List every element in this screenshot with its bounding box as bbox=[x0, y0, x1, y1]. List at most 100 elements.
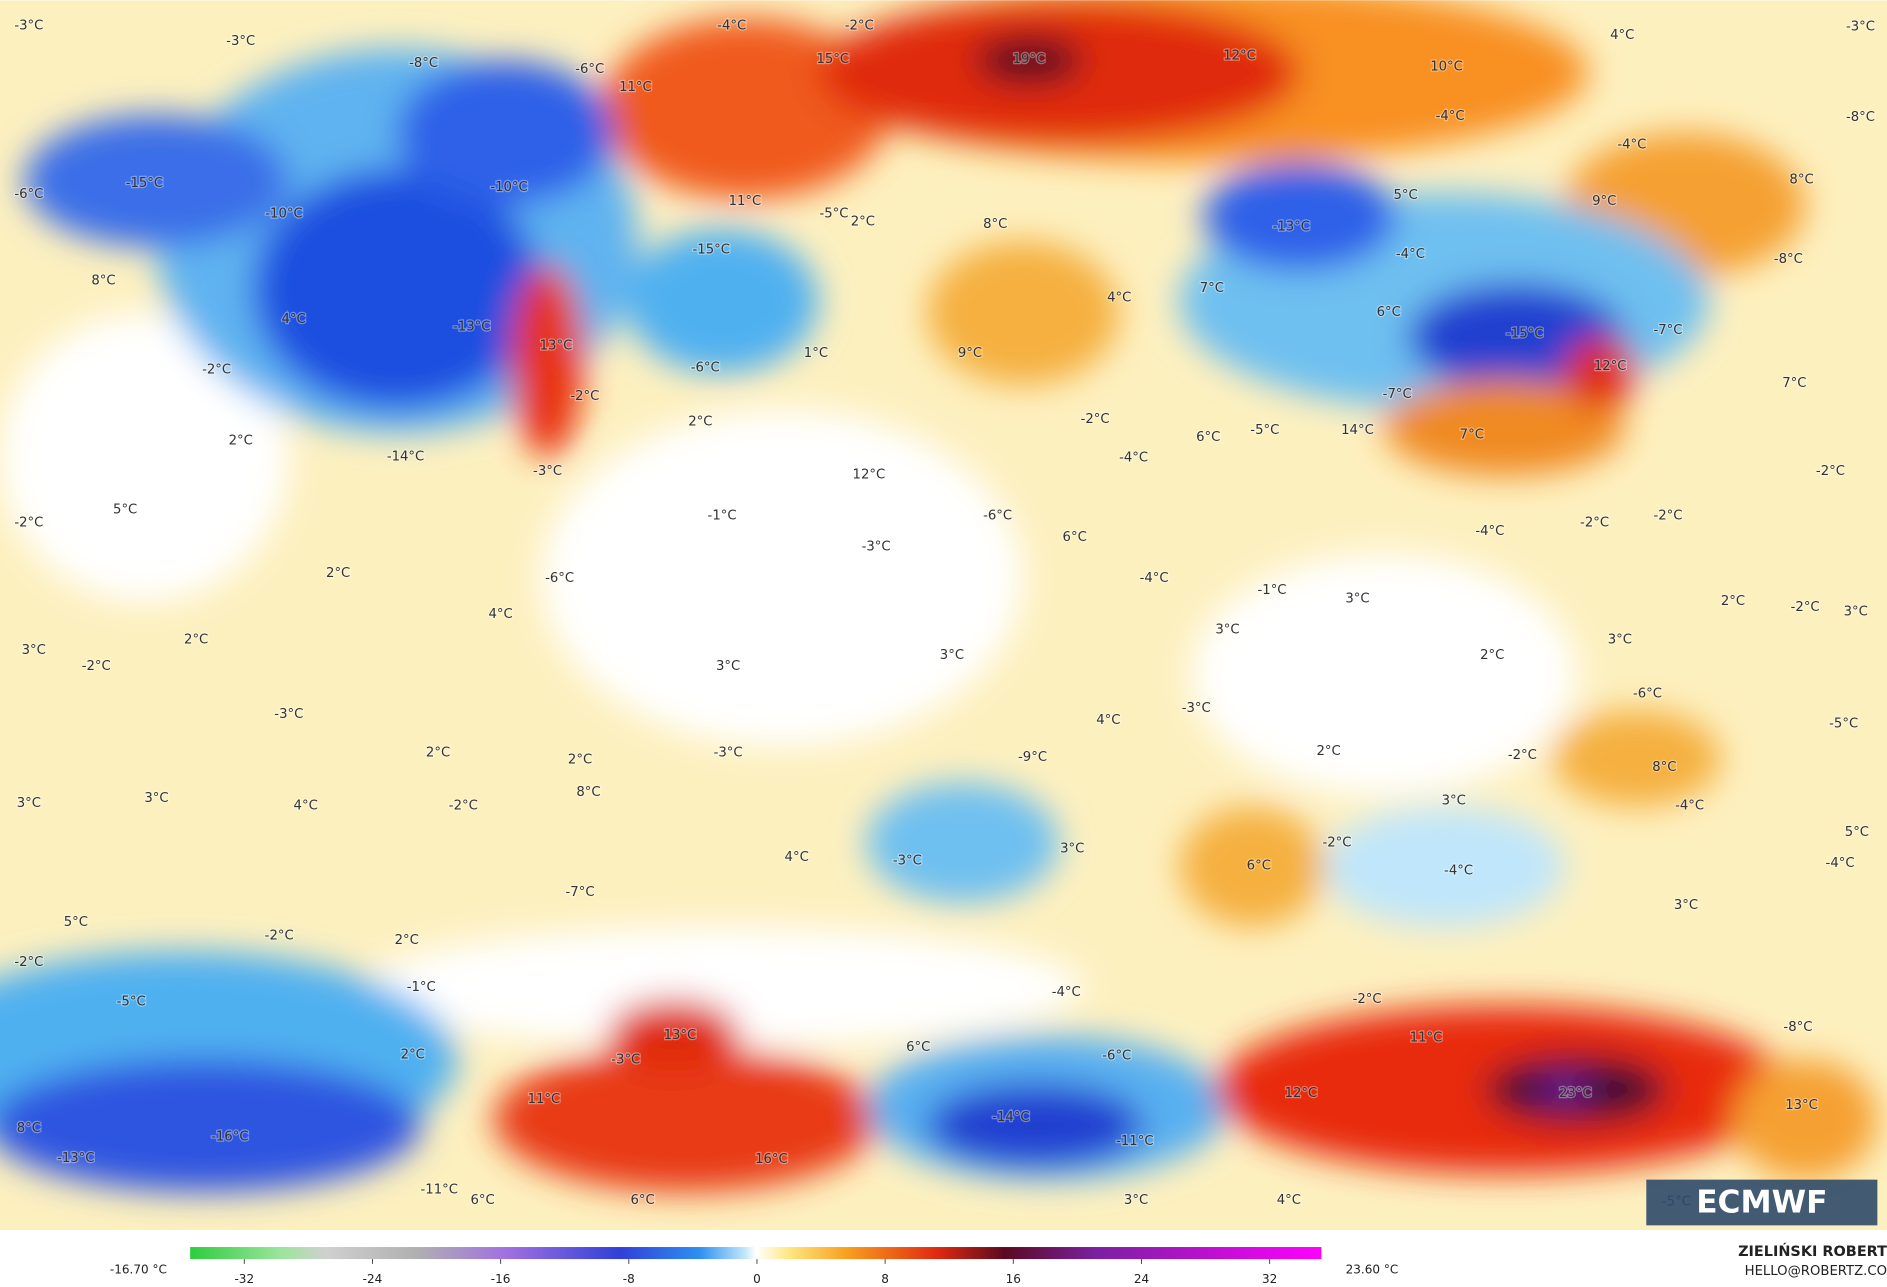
temperature-label: 12°C bbox=[1285, 1086, 1318, 1101]
temperature-label: 4°C bbox=[1277, 1193, 1301, 1208]
colorbar-tick-label: 16 bbox=[1006, 1272, 1021, 1286]
temperature-label: 14°C bbox=[1341, 423, 1374, 438]
temperature-label: -2°C bbox=[202, 363, 231, 378]
temperature-label: 3°C bbox=[1442, 794, 1466, 809]
temperature-label: 11°C bbox=[528, 1092, 561, 1107]
colorbar-tick-label: -24 bbox=[363, 1272, 383, 1286]
temperature-label: -6°C bbox=[983, 508, 1012, 523]
temperature-label: 3°C bbox=[1124, 1193, 1148, 1208]
temperature-label: -4°C bbox=[1444, 863, 1473, 878]
temperature-label: 8°C bbox=[17, 1121, 41, 1136]
colorbar-tick-label: -32 bbox=[234, 1272, 254, 1286]
temperature-label: 4°C bbox=[1096, 713, 1120, 728]
temperature-label: -4°C bbox=[1396, 247, 1425, 262]
temperature-label: 16°C bbox=[755, 1152, 788, 1167]
temperature-label: -13°C bbox=[1273, 220, 1310, 235]
temperature-label: -7°C bbox=[566, 885, 595, 900]
temperature-label: -2°C bbox=[845, 19, 874, 34]
temperature-label: -2°C bbox=[82, 659, 111, 674]
temperature-label: 6°C bbox=[470, 1193, 494, 1208]
temperature-label: 3°C bbox=[22, 643, 46, 658]
temperature-label: -3°C bbox=[714, 745, 743, 760]
temperature-label: 3°C bbox=[716, 659, 740, 674]
temperature-label: 7°C bbox=[1782, 376, 1806, 391]
colorbar-tick-label: 0 bbox=[753, 1272, 761, 1286]
temperature-field bbox=[0, 0, 1887, 1231]
colorbar-max: 23.60 °C bbox=[1346, 1262, 1399, 1276]
temperature-label: 6°C bbox=[1063, 530, 1087, 545]
temperature-label: 8°C bbox=[91, 274, 115, 289]
logo: ECMWF bbox=[1696, 1185, 1827, 1221]
credit-contact: HELLO@ROBERTZ.CO bbox=[1745, 1264, 1887, 1279]
temperature-label: 6°C bbox=[1196, 430, 1220, 445]
temperature-label: -4°C bbox=[1826, 856, 1855, 871]
temperature-label: 3°C bbox=[1215, 623, 1239, 638]
temperature-label: -13°C bbox=[453, 319, 490, 334]
temperature-label: -5°C bbox=[117, 995, 146, 1010]
temperature-label: -3°C bbox=[14, 19, 43, 34]
temperature-label: -7°C bbox=[1383, 387, 1412, 402]
temperature-label: -3°C bbox=[274, 707, 303, 722]
temperature-label: 8°C bbox=[576, 785, 600, 800]
temperature-label: 11°C bbox=[619, 80, 652, 95]
temperature-label: -16°C bbox=[211, 1129, 248, 1144]
temperature-label: 3°C bbox=[144, 791, 168, 806]
temperature-label: -8°C bbox=[1783, 1020, 1812, 1035]
temperature-label: -4°C bbox=[1052, 985, 1081, 1000]
colorbar-tick-label: 24 bbox=[1134, 1272, 1149, 1286]
temperature-label: -2°C bbox=[1323, 836, 1352, 851]
temperature-label: 2°C bbox=[1316, 744, 1340, 759]
temperature-label: -2°C bbox=[1580, 516, 1609, 531]
temperature-label: 8°C bbox=[1652, 760, 1676, 775]
temperature-label: 2°C bbox=[851, 215, 875, 230]
temperature-label: 4°C bbox=[785, 850, 809, 865]
temperature-label: 15°C bbox=[816, 52, 849, 67]
temperature-label: -3°C bbox=[226, 34, 255, 49]
temperature-label: 19°C bbox=[1013, 52, 1046, 67]
temperature-label: 6°C bbox=[906, 1040, 930, 1055]
temperature-label: 8°C bbox=[983, 217, 1007, 232]
temperature-label: -5°C bbox=[1250, 423, 1279, 438]
temperature-label: 5°C bbox=[113, 502, 137, 517]
credit-author: ZIELIŃSKI ROBERT bbox=[1738, 1242, 1887, 1260]
temperature-label: -6°C bbox=[1102, 1049, 1131, 1064]
temperature-label: 5°C bbox=[64, 915, 88, 930]
temperature-label: 2°C bbox=[229, 434, 253, 449]
temperature-label: 7°C bbox=[1200, 281, 1224, 296]
colorbar-tick-label: 32 bbox=[1262, 1272, 1277, 1286]
temperature-label: -13°C bbox=[57, 1151, 94, 1166]
temperature-label: -7°C bbox=[1653, 323, 1682, 338]
temperature-label: 13°C bbox=[664, 1028, 697, 1043]
temperature-label: 3°C bbox=[1060, 842, 1084, 857]
temperature-label: 2°C bbox=[326, 566, 350, 581]
temperature-label: 4°C bbox=[1610, 28, 1634, 43]
temperature-label: -5°C bbox=[1829, 717, 1858, 732]
temperature-label: -15°C bbox=[1506, 327, 1543, 342]
temperature-label: -4°C bbox=[717, 19, 746, 34]
temperature-label: -6°C bbox=[14, 187, 43, 202]
temperature-label: -4°C bbox=[1119, 451, 1148, 466]
temperature-label: 1°C bbox=[804, 346, 828, 361]
temperature-label: 13°C bbox=[1785, 1098, 1818, 1113]
temperature-label: 23°C bbox=[1559, 1086, 1592, 1101]
temperature-label: 3°C bbox=[1345, 591, 1369, 606]
temperature-label: -2°C bbox=[1081, 412, 1110, 427]
temperature-label: 3°C bbox=[1844, 605, 1868, 620]
temperature-label: -3°C bbox=[893, 854, 922, 869]
colorbar-tick-label: -8 bbox=[623, 1272, 635, 1286]
temperature-label: 3°C bbox=[1608, 632, 1632, 647]
temperature-label: -4°C bbox=[1436, 109, 1465, 124]
temperature-label: 4°C bbox=[282, 312, 306, 327]
temperature-label: -1°C bbox=[1258, 583, 1287, 598]
colorbar bbox=[190, 1247, 1322, 1260]
temperature-label: -3°C bbox=[1182, 701, 1211, 716]
temperature-label: 5°C bbox=[1393, 188, 1417, 203]
colorbar-tick-label: 8 bbox=[881, 1272, 889, 1286]
temperature-label: -3°C bbox=[533, 464, 562, 479]
logo-box bbox=[1646, 1179, 1878, 1226]
temperature-label: 12°C bbox=[1594, 359, 1627, 374]
temperature-label: 6°C bbox=[631, 1193, 655, 1208]
